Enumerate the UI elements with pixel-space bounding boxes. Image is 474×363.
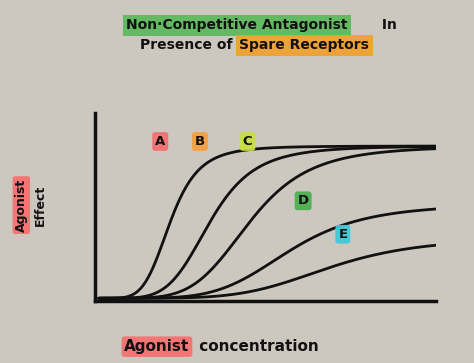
Text: A: A — [155, 135, 165, 148]
Text: Effect: Effect — [34, 184, 47, 226]
Text: concentration: concentration — [194, 339, 319, 354]
Text: Presence of: Presence of — [140, 38, 237, 52]
Text: C: C — [243, 135, 252, 148]
Text: B: B — [195, 135, 205, 148]
Text: Agonist: Agonist — [15, 179, 28, 232]
Text: Spare Receptors: Spare Receptors — [239, 38, 369, 52]
Text: E: E — [338, 228, 347, 241]
Text: In: In — [377, 19, 397, 32]
Text: Agonist: Agonist — [124, 339, 190, 354]
Text: Non·Competitive Antagonist: Non·Competitive Antagonist — [126, 19, 348, 32]
Text: D: D — [298, 194, 309, 207]
